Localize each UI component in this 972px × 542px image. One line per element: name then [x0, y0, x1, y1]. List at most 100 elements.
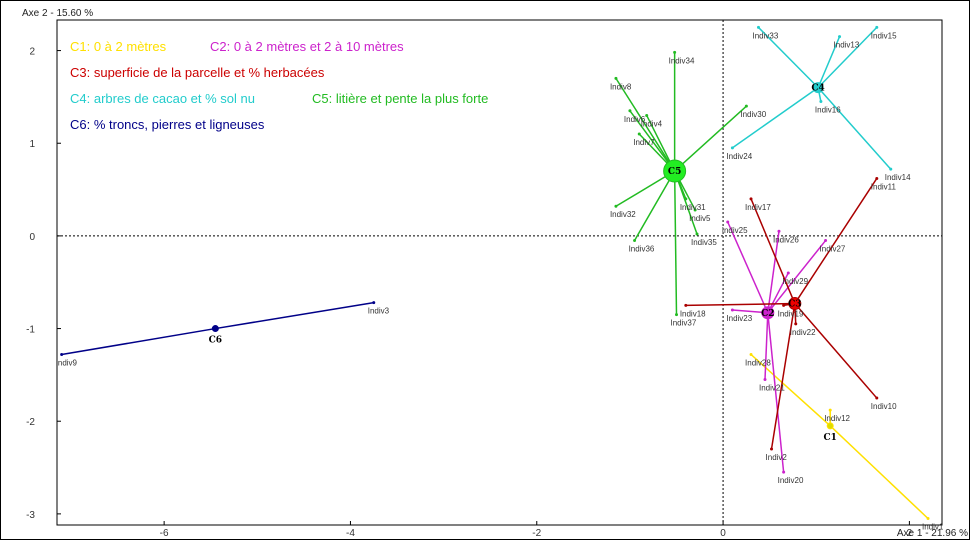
individual-label: Indiv7	[633, 138, 655, 147]
centroid-c6	[211, 325, 219, 333]
individual-point	[60, 353, 64, 357]
individual-point	[786, 271, 790, 275]
cluster-link-c3	[770, 303, 796, 450]
cluster-link-c2	[727, 221, 769, 314]
cluster-link-c5	[615, 77, 676, 172]
centroid-c3	[788, 297, 802, 311]
cluster-link-c2	[767, 231, 780, 313]
centroid-label-c3: C3	[788, 300, 801, 310]
cluster-link-c2	[764, 312, 769, 380]
y-tick-label: -1	[26, 325, 35, 336]
individual-point	[684, 197, 688, 201]
individual-label: Indiv31	[680, 203, 706, 212]
individual-label: Indiv13	[834, 41, 860, 50]
individual-label: Indiv24	[726, 152, 752, 161]
individual-label: Indiv28	[745, 359, 771, 368]
individual-point	[693, 208, 697, 212]
individual-point	[828, 408, 832, 412]
individual-point	[875, 176, 879, 180]
individual-label: Indiv22	[790, 328, 816, 337]
y-axis-ticks: 2 1 0 -1 -2 -3	[26, 47, 61, 521]
y-tick-label: -2	[26, 417, 35, 428]
y-tick-label: 2	[29, 47, 35, 58]
individual-label: Indiv36	[629, 245, 655, 254]
individual-label: Indiv29	[782, 277, 808, 286]
individual-label: Indiv9	[56, 359, 78, 368]
y-axis-title: Axe 2 - 15.60 %	[22, 8, 93, 19]
individual-point	[684, 303, 688, 307]
individual-label: Indiv11	[871, 182, 897, 191]
legend-item: C3: superficie de la parcelle et % herba…	[70, 65, 325, 80]
individual-point	[794, 322, 798, 326]
cluster-link-c4	[757, 26, 819, 89]
legend-item: C1: 0 à 2 mètres	[70, 39, 167, 54]
x-tick-label: -6	[160, 528, 169, 539]
cluster-link-c5	[673, 171, 678, 315]
individual-point	[763, 378, 767, 382]
individual-label: Indiv3	[368, 307, 390, 316]
centroid-label-c6: C6	[209, 336, 222, 346]
individual-point	[824, 239, 828, 243]
individual-point	[637, 132, 641, 136]
individual-label: Indiv17	[745, 203, 771, 212]
individual-label: Indiv20	[778, 476, 804, 485]
individual-label: Indiv16	[815, 106, 841, 115]
legend: C1: 0 à 2 mètres C2: 0 à 2 mètres et 2 à …	[70, 39, 488, 132]
individual-point	[819, 100, 823, 104]
individual-points: Indiv1 Indiv12 Indiv28 Indiv20 Indiv21 Indiv2…	[56, 25, 944, 532]
individual-point	[726, 220, 730, 224]
individual-label: Indiv10	[871, 402, 897, 411]
legend-item: C5: litière et pente la plus forte	[312, 91, 488, 106]
y-tick-label: 0	[29, 232, 35, 243]
individual-point	[614, 76, 618, 80]
individual-label: Indiv18	[680, 309, 706, 318]
cluster-link-c3	[685, 302, 795, 307]
individual-label: Indiv8	[610, 82, 632, 91]
cluster-link-c6	[215, 301, 374, 330]
individual-point	[889, 167, 893, 171]
centroid-label-c1: C1	[823, 433, 836, 443]
cluster-centroids: C1 C2 C3 C4 C5 C6	[209, 82, 837, 443]
x-axis-title: Axe 1 - 21.96 %	[897, 528, 968, 539]
individual-label: Indiv2	[766, 453, 788, 462]
individual-label: Indiv34	[669, 56, 695, 65]
centroid-c1	[826, 422, 834, 430]
individual-label: Indiv19	[778, 309, 804, 318]
individual-label: Indiv6	[624, 115, 646, 124]
cluster-link-c3	[794, 303, 878, 399]
y-tick-label: 1	[29, 139, 35, 150]
individual-label: Indiv23	[726, 314, 752, 323]
cluster-link-c4	[817, 87, 892, 170]
individual-point	[875, 25, 879, 29]
individual-point	[628, 109, 632, 113]
cluster-link-c5	[629, 110, 676, 172]
cluster-link-c5	[633, 170, 676, 241]
centroid-c2	[761, 306, 775, 320]
centroid-label-c2: C2	[761, 309, 774, 319]
cluster-link-c4	[817, 26, 878, 89]
individual-label: Indiv21	[759, 384, 785, 393]
individual-label: Indiv4	[641, 119, 663, 128]
individual-label: Indiv5	[689, 214, 711, 223]
individual-label: Indiv35	[691, 238, 717, 247]
individual-label: Indiv30	[740, 110, 766, 119]
individual-point	[744, 104, 748, 108]
individual-point	[777, 229, 781, 233]
individual-label: Indiv1	[922, 523, 944, 532]
legend-item: C6: % troncs, pierres et ligneuses	[70, 117, 265, 132]
individual-point	[614, 204, 618, 208]
individual-point	[730, 308, 734, 312]
cluster-link-c1	[829, 425, 929, 520]
cluster-link-c2	[767, 240, 827, 314]
individual-point	[645, 113, 649, 117]
individual-point	[695, 232, 699, 236]
centroid-c4	[812, 82, 824, 94]
cluster-link-c2	[767, 312, 785, 473]
centroid-label-c5: C5	[668, 167, 681, 177]
cluster-link-c6	[61, 327, 216, 356]
individual-point	[730, 146, 734, 150]
individual-point	[926, 517, 930, 521]
individual-label: Indiv37	[671, 319, 697, 328]
individual-point	[782, 470, 786, 474]
